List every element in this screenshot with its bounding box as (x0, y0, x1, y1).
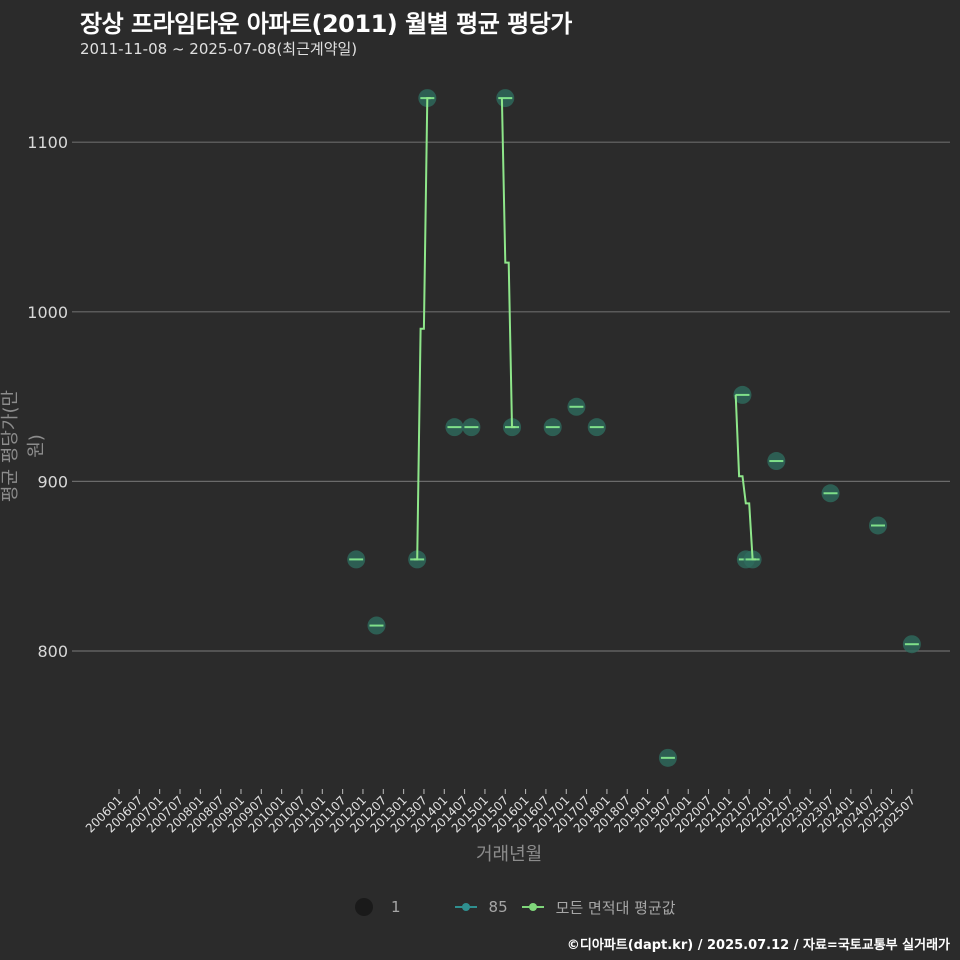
y-tick-label: 800 (37, 642, 68, 661)
line-point-icon (454, 903, 477, 911)
line-point-icon (521, 903, 544, 911)
y-tick-label: 1100 (27, 133, 68, 152)
legend-85-label: 85 (488, 898, 508, 916)
chart-subtitle: 2011-11-08 ~ 2025-07-08(최근계약일) (80, 40, 358, 58)
size-dot-icon (355, 898, 373, 916)
legend-avg-label: 모든 면적대 평균값 (555, 898, 676, 917)
legend-item-85: 85 (454, 898, 508, 916)
x-axis-label: 거래년월 (476, 844, 543, 865)
y-tick-label: 900 (37, 472, 68, 491)
average-line (734, 394, 756, 561)
y-axis-label: 평균 평당가(만 원) (0, 389, 47, 503)
average-line (500, 98, 516, 429)
legend-item-avg: 모든 면적대 평균값 (521, 897, 676, 918)
average-line (413, 97, 431, 561)
legend-size-label: 1 (391, 898, 401, 916)
y-tick-label: 1000 (27, 303, 68, 322)
legend: 1 85 모든 면적대 평균값 (355, 893, 690, 921)
source-credit: ©디아파트(dapt.kr) / 2025.07.12 / 자료=국토교통부 실… (566, 938, 950, 953)
chart-title: 장상 프라임타운 아파트(2011) 월별 평균 평당가 (80, 10, 572, 38)
legend-item-size: 1 (355, 898, 441, 916)
